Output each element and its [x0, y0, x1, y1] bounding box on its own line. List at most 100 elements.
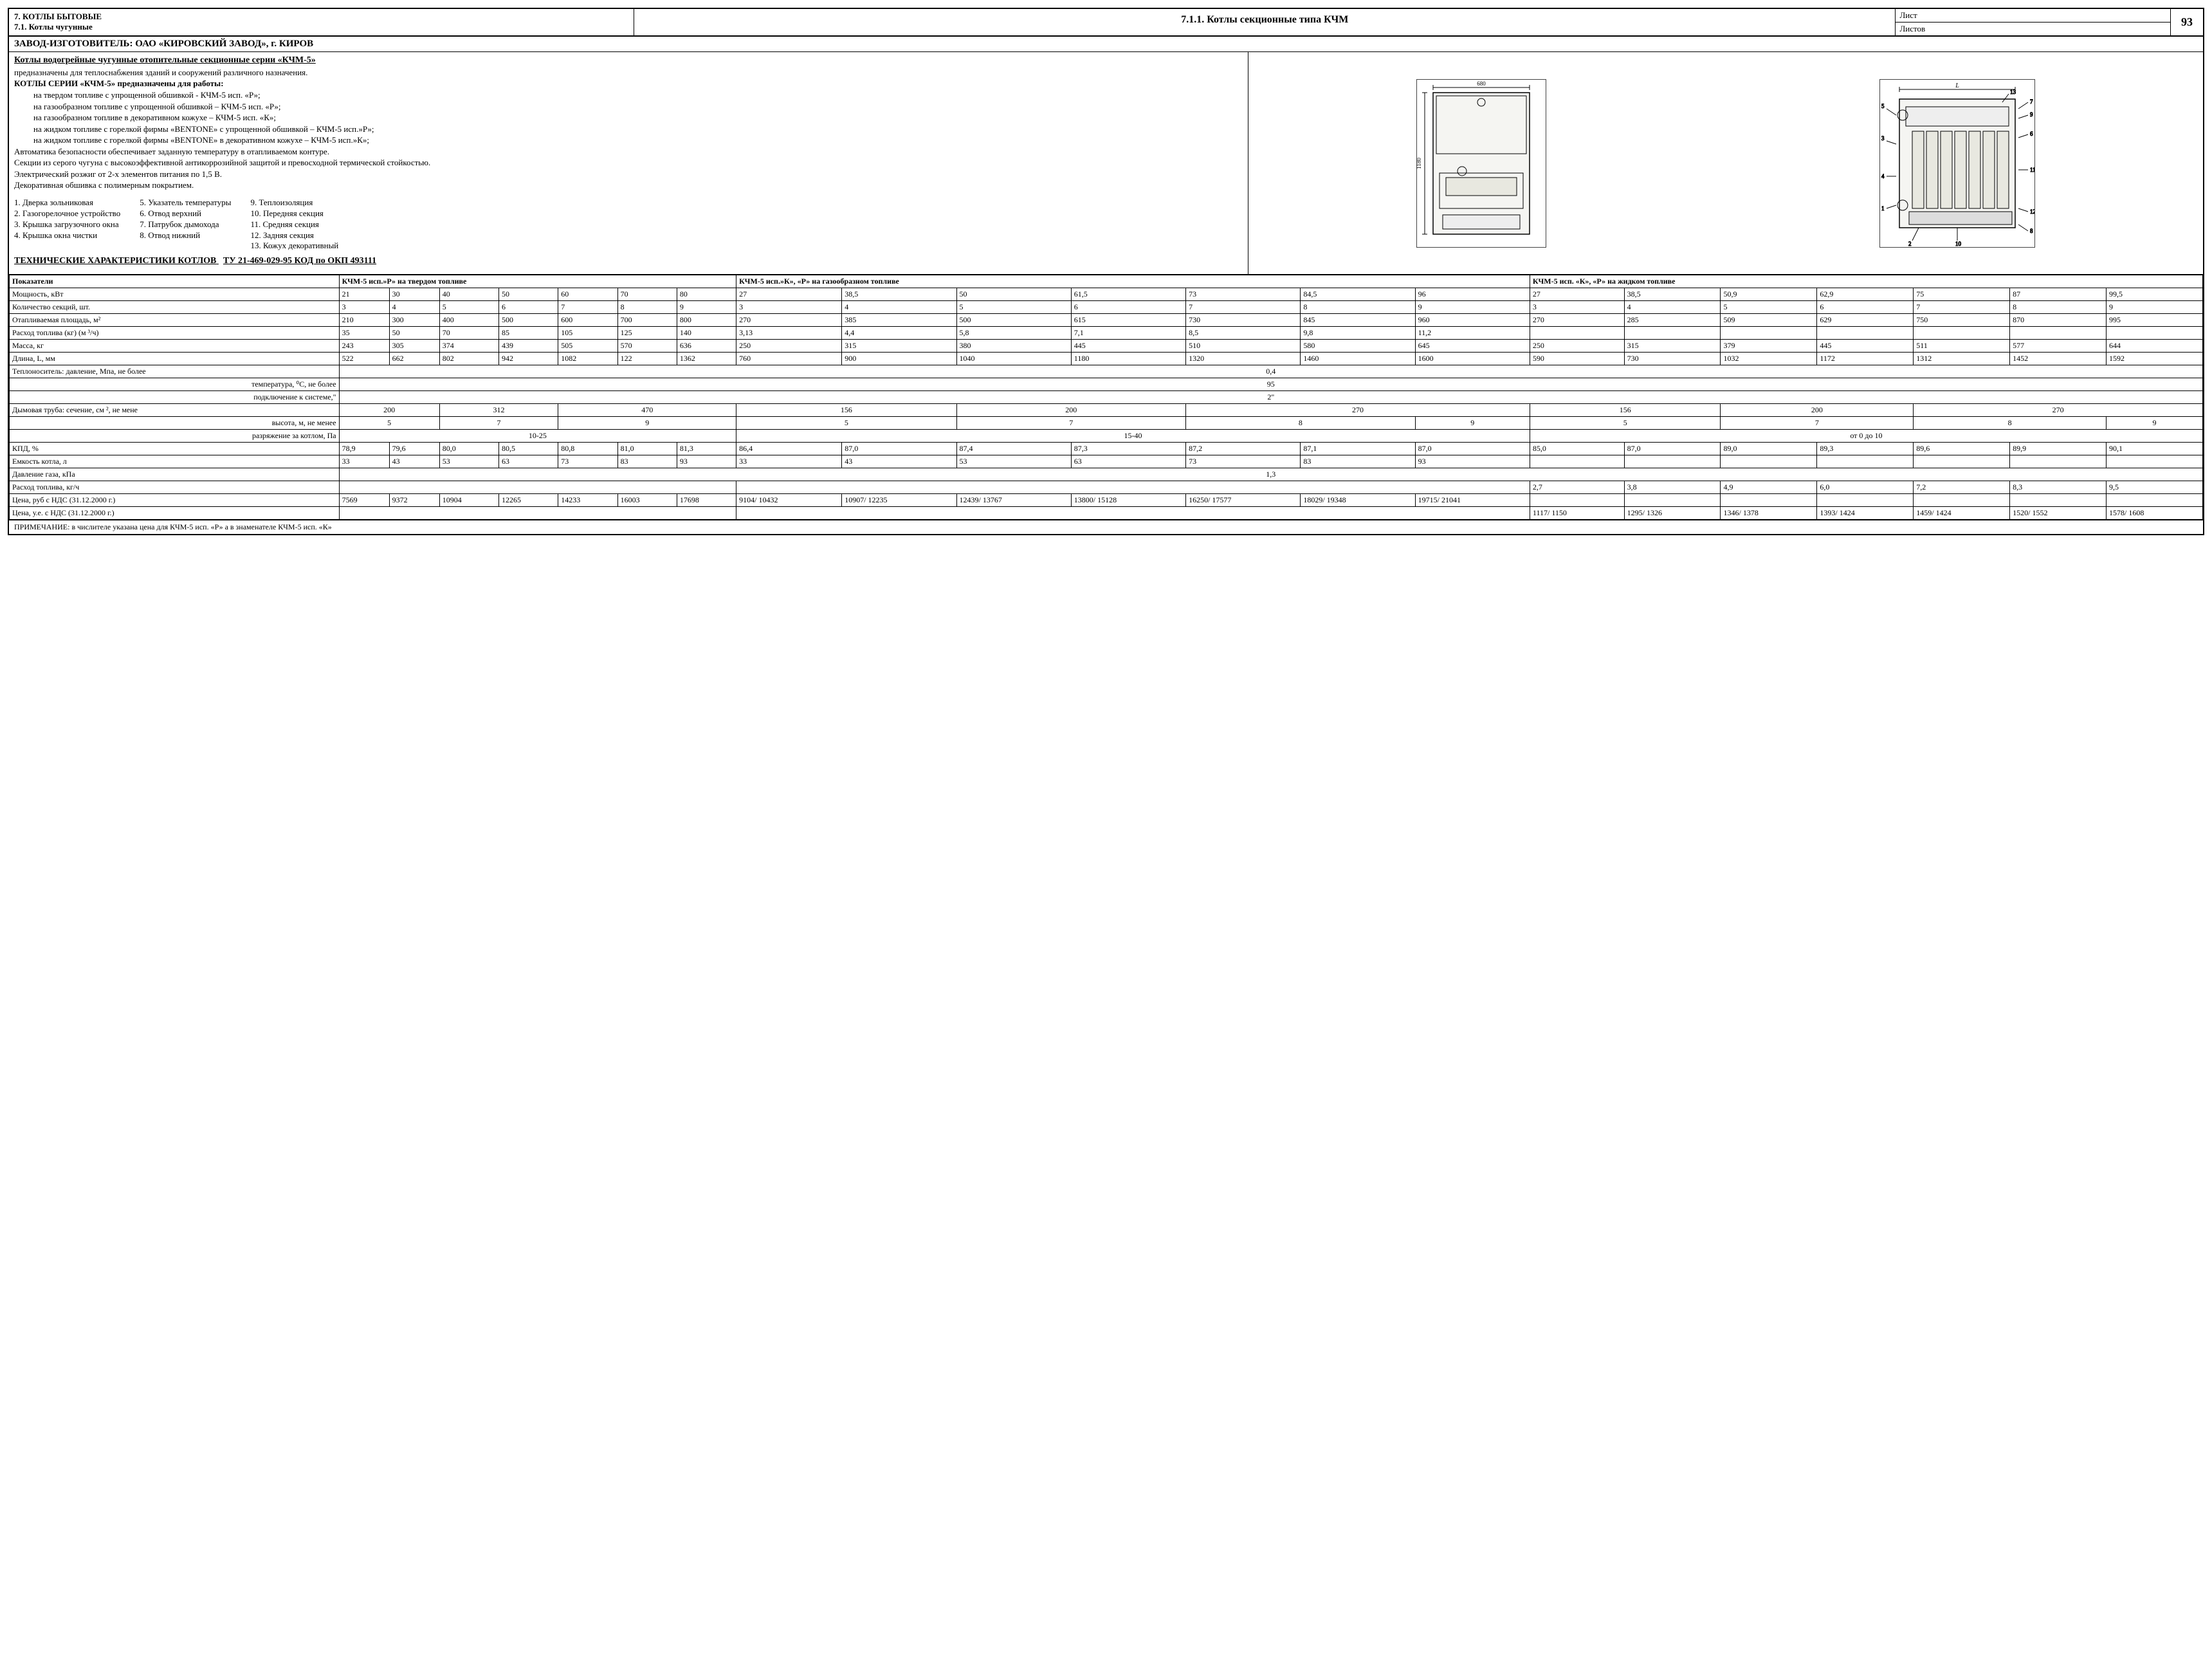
table-cell: 10904 — [439, 494, 498, 507]
table-cell: 2,7 — [1530, 481, 1624, 494]
table-cell: 615 — [1071, 314, 1185, 327]
table-cell: 9,8 — [1301, 327, 1415, 340]
row-label: Масса, кг — [10, 340, 340, 353]
table-cell: 38,5 — [842, 288, 956, 301]
table-cell: 84,5 — [1301, 288, 1415, 301]
table-row: Мощность, кВт213040506070802738,55061,57… — [10, 288, 2203, 301]
header-title: 7.1.1. Котлы секционные типа КЧМ — [634, 9, 1896, 35]
table-cell: 7 — [558, 301, 617, 314]
table-cell: 8,3 — [2010, 481, 2107, 494]
tech-heading: ТЕХНИЧЕСКИЕ ХАРАКТЕРИСТИКИ КОТЛОВ ТУ 21-… — [14, 252, 1243, 271]
table-cell: 33 — [339, 455, 389, 468]
table-cell: 73 — [1186, 288, 1301, 301]
extra-line: Секции из серого чугуна с высокоэффектив… — [14, 157, 1243, 169]
svg-text:2: 2 — [1908, 241, 1912, 247]
table-cell: 9 — [2106, 301, 2202, 314]
table-cell: 86,4 — [736, 443, 842, 455]
table-cell: 125 — [617, 327, 677, 340]
table-cell: 900 — [842, 353, 956, 365]
table-cell: 1578/ 1608 — [2106, 507, 2202, 520]
table-cell: 1393/ 1424 — [1817, 507, 1914, 520]
table-cell: 1459/ 1424 — [1914, 507, 2010, 520]
table-cell: 7,2 — [1914, 481, 2010, 494]
table-cell: 27 — [736, 288, 842, 301]
table-cell: 3 — [1530, 301, 1624, 314]
table-cell — [2106, 327, 2202, 340]
table-cell: 83 — [617, 455, 677, 468]
part-item: 2. Газогорелочное устройство — [14, 208, 120, 219]
table-cell: 87,2 — [1186, 443, 1301, 455]
table-cell: 73 — [558, 455, 617, 468]
table-cell: 379 — [1721, 340, 1817, 353]
table-cell: 270 — [736, 314, 842, 327]
table-cell: 4,9 — [1721, 481, 1817, 494]
table-cell: 9,5 — [2106, 481, 2202, 494]
table-cell — [1530, 327, 1624, 340]
table-cell: 50 — [499, 288, 558, 301]
table-cell: 9372 — [389, 494, 439, 507]
table-cell: 439 — [499, 340, 558, 353]
table-row: Емкость котла, л334353637383933343536373… — [10, 455, 2203, 468]
part-item: 4. Крышка окна чистки — [14, 230, 120, 241]
table-row: Количество секций, шт.345678934567893456… — [10, 301, 2203, 314]
table-cell: 511 — [1914, 340, 2010, 353]
side-view-drawing: L 7 9 6 11 12 8 5 3 4 1 10 2 13 — [1879, 79, 2035, 248]
table-cell: 1460 — [1301, 353, 1415, 365]
table-cell: 40 — [439, 288, 498, 301]
table-cell: 3 — [736, 301, 842, 314]
table-row: разряжение за котлом, Па10-2515-40от 0 д… — [10, 430, 2203, 443]
parts-col3: 9. Теплоизоляция 10. Передняя секция 11.… — [250, 197, 338, 252]
table-cell: 9 — [677, 301, 736, 314]
table-row: Масса, кг2433053744395055706362503153804… — [10, 340, 2203, 353]
table-cell: 87,3 — [1071, 443, 1185, 455]
table-cell: 636 — [677, 340, 736, 353]
row-label: Количество секций, шт. — [10, 301, 340, 314]
table-cell: 629 — [1817, 314, 1914, 327]
table-cell — [2010, 327, 2107, 340]
svg-text:9: 9 — [2030, 111, 2033, 118]
table-cell: 3,13 — [736, 327, 842, 340]
table-cell: 1362 — [677, 353, 736, 365]
svg-text:5: 5 — [1881, 103, 1885, 109]
col-group: КЧМ-5 исп. «К», «Р» на жидком топливе — [1530, 275, 2202, 288]
table-cell: 445 — [1817, 340, 1914, 353]
header-left: 7. КОТЛЫ БЫТОВЫЕ 7.1. Котлы чугунные — [9, 9, 634, 35]
table-cell: 315 — [842, 340, 956, 353]
table-cell — [1530, 494, 1624, 507]
table-cell — [2106, 494, 2202, 507]
table-cell: 9 — [1415, 301, 1530, 314]
table-cell: 300 — [389, 314, 439, 327]
table-cell: 870 — [2010, 314, 2107, 327]
table-cell: 17698 — [677, 494, 736, 507]
svg-text:1180: 1180 — [1416, 157, 1422, 169]
table-cell: 8 — [2010, 301, 2107, 314]
table-row: Давление газа, кПа1,3 — [10, 468, 2203, 481]
table-row: высота, м, не менее57957895789 — [10, 417, 2203, 430]
table-cell: 750 — [1914, 314, 2010, 327]
spec-table: Показатели КЧМ-5 исп.»Р» на твердом топл… — [9, 275, 2203, 520]
table-cell: 580 — [1301, 340, 1415, 353]
table-cell: 730 — [1624, 353, 1721, 365]
table-cell: 30 — [389, 288, 439, 301]
table-cell: 89,0 — [1721, 443, 1817, 455]
table-cell: 80 — [677, 288, 736, 301]
svg-text:4: 4 — [1881, 173, 1885, 179]
extra-line: Декоративная обшивка с полимерным покрыт… — [14, 179, 1243, 191]
table-row: Отапливаемая площадь, м²2103004005006007… — [10, 314, 2203, 327]
table-row: Дымовая труба: сечение, см ², не мене200… — [10, 404, 2203, 417]
part-item: 3. Крышка загрузочного окна — [14, 219, 120, 230]
tech-heading-code: ТУ 21-469-029-95 КОД по ОКП 493111 — [223, 256, 376, 266]
table-cell: 62,9 — [1817, 288, 1914, 301]
table-cell: 43 — [842, 455, 956, 468]
bullet: на жидком топливе с горелкой фирмы «BENT… — [14, 124, 1243, 135]
table-cell: 570 — [617, 340, 677, 353]
page-frame: 7. КОТЛЫ БЫТОВЫЕ 7.1. Котлы чугунные 7.1… — [8, 8, 2204, 535]
table-cell: 53 — [439, 455, 498, 468]
table-cell: 80,8 — [558, 443, 617, 455]
table-cell: 4 — [1624, 301, 1721, 314]
table-cell: 1172 — [1817, 353, 1914, 365]
part-item: 9. Теплоизоляция — [250, 197, 338, 208]
col-label: Показатели — [10, 275, 340, 288]
table-cell: 93 — [1415, 455, 1530, 468]
table-cell: 87,4 — [956, 443, 1071, 455]
